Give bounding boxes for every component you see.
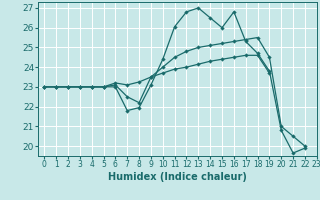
X-axis label: Humidex (Indice chaleur): Humidex (Indice chaleur)	[108, 172, 247, 182]
